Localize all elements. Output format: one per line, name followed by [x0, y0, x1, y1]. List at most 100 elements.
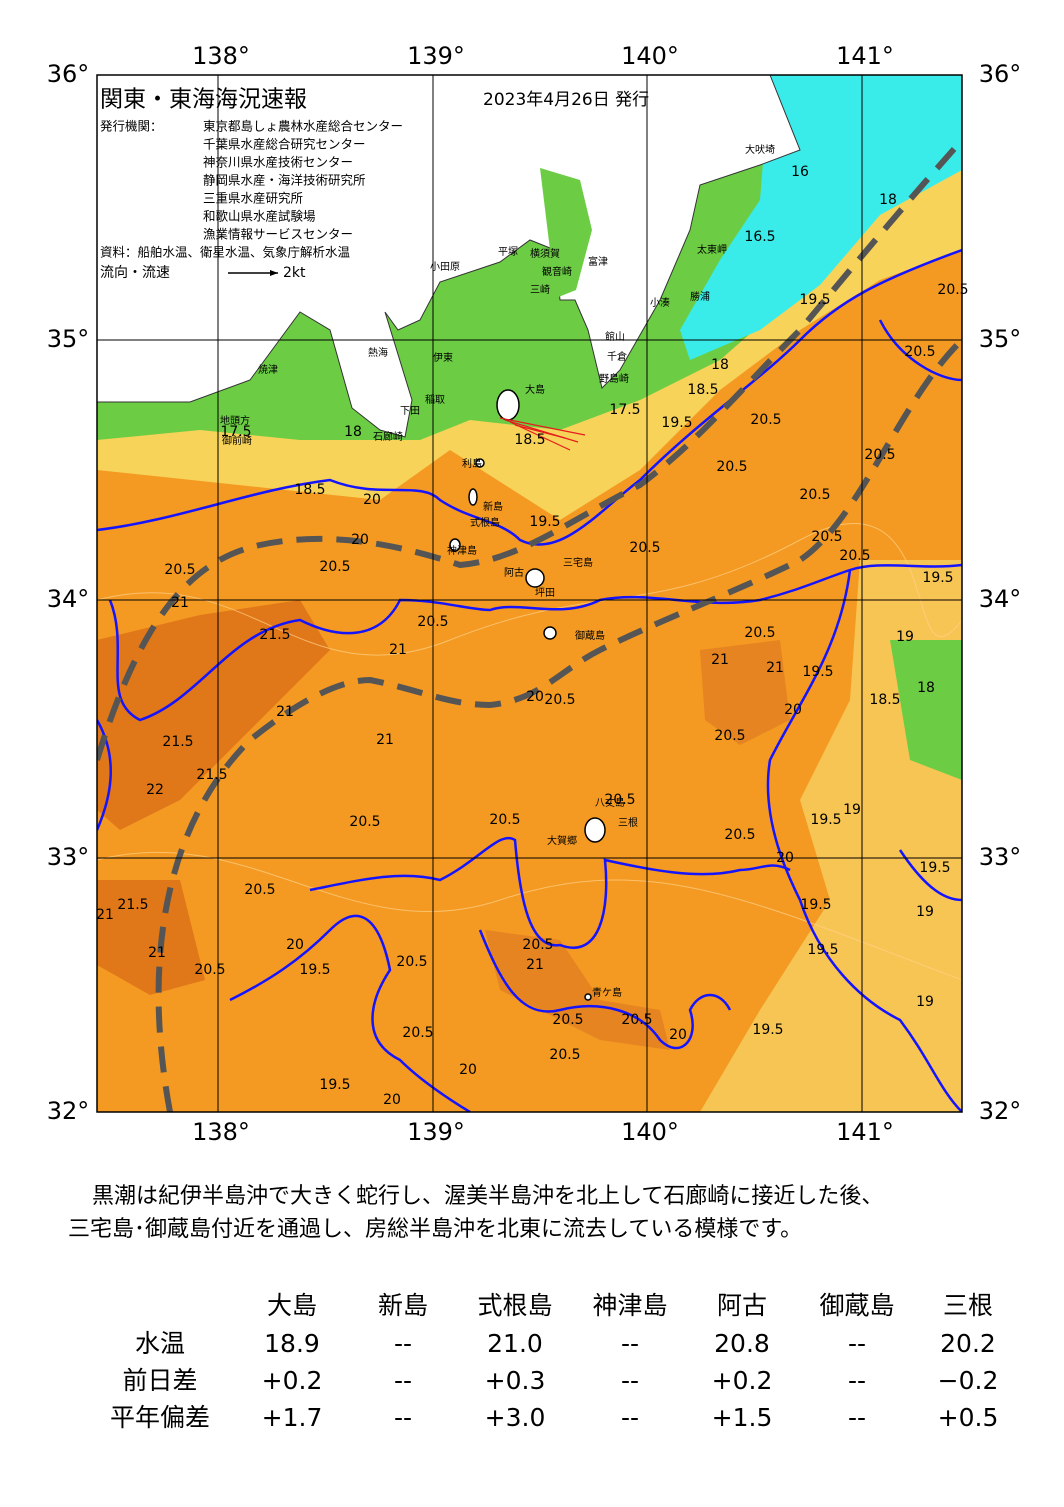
- contour-label: 20.5: [417, 614, 448, 630]
- contour-label: 19.5: [919, 860, 950, 876]
- lon-label: 140°: [621, 1118, 679, 1146]
- contour-label: 21: [389, 642, 407, 658]
- contour-label: 20.5: [549, 1047, 580, 1063]
- place-name: 平塚: [498, 246, 518, 258]
- place-name: 千倉: [607, 350, 627, 363]
- contour-label: 19.5: [922, 570, 953, 586]
- map-labels: 東京都島しょ農林水産総合センター千葉県水産総合研究センター神奈川県水産技術センタ…: [47, 42, 1022, 1146]
- contour-label: 20.5: [522, 937, 553, 953]
- contour-label: 19.5: [752, 1022, 783, 1038]
- contour-label: 19.5: [799, 292, 830, 308]
- publisher: 神奈川県水産技術センター: [203, 155, 353, 170]
- row-label: 水温: [135, 1329, 185, 1358]
- contour-label: 20.5: [396, 954, 427, 970]
- lat-label: 32°: [47, 1097, 90, 1125]
- contour-label: 21: [96, 907, 114, 923]
- cell: +0.2: [262, 1366, 323, 1395]
- contour-label: 17.5: [609, 402, 640, 418]
- place-name: 石廊崎: [373, 430, 403, 443]
- contour-label: 19: [916, 904, 934, 920]
- kuroshio-axis: [97, 138, 962, 1112]
- contour-label: 18.5: [687, 382, 718, 398]
- place-name: 式根島: [470, 516, 500, 529]
- column-header: 式根島: [477, 1291, 552, 1320]
- lon-label: 139°: [407, 1118, 465, 1146]
- column-header: 新島: [378, 1291, 428, 1320]
- place-name: 坪田: [535, 586, 555, 599]
- islands: [449, 389, 606, 1001]
- contour-label: 21: [766, 660, 784, 676]
- contour-label: 20.5: [604, 792, 635, 808]
- place-name: 焼津: [258, 364, 278, 376]
- place-name: 地頭方: [220, 414, 250, 427]
- contour-label: 20.5: [349, 814, 380, 830]
- cell: +0.2: [712, 1366, 773, 1395]
- contour-label: 20.5: [839, 548, 870, 564]
- column-header: 神津島: [592, 1291, 667, 1320]
- publisher: 東京都島しょ農林水産総合センター: [203, 119, 403, 134]
- contour-label: 21.5: [259, 627, 290, 643]
- lat-label: 32°: [979, 1097, 1022, 1125]
- cell: --: [848, 1329, 866, 1358]
- contour-label: 21: [171, 595, 189, 611]
- sea-cold: [890, 640, 962, 780]
- contour-label: 20.5: [714, 728, 745, 744]
- publisher-label: 発行機関：: [100, 119, 163, 134]
- sea-hot: [485, 930, 670, 1050]
- place-name: 小湊: [650, 296, 670, 309]
- contour-label: 18: [344, 424, 362, 440]
- contour-label: 20.5: [621, 1012, 652, 1028]
- contour-label: 19.5: [807, 942, 838, 958]
- contour-label: 19.5: [661, 415, 692, 431]
- contour-label: 20.5: [744, 625, 775, 641]
- land: [97, 75, 801, 438]
- lon-label: 138°: [192, 1118, 250, 1146]
- column-header: 大島: [267, 1291, 317, 1320]
- cell: --: [621, 1366, 639, 1395]
- summary-line: 三宅島･御蔵島付近を通過し、房総半島沖を北東に流去している模様です。: [68, 1217, 802, 1242]
- contour-label: 19: [843, 802, 861, 818]
- place-name: 勝浦: [690, 290, 710, 303]
- flow-scale: 2kt: [283, 265, 306, 281]
- cell: +0.5: [938, 1403, 999, 1432]
- contour-label: 21.5: [117, 897, 148, 913]
- contour-label: 20: [363, 492, 381, 508]
- contour-label: 19.5: [319, 1077, 350, 1093]
- contour-label: 20: [526, 689, 544, 705]
- contour-label: 19.5: [529, 514, 560, 530]
- cell: 21.0: [487, 1329, 543, 1358]
- place-name: 御前崎: [222, 434, 252, 447]
- place-name: 観音崎: [542, 265, 572, 278]
- contour-label: 19.5: [810, 812, 841, 828]
- cell: −0.2: [938, 1366, 999, 1395]
- lat-label: 33°: [47, 843, 90, 871]
- place-name: 青ケ島: [592, 986, 622, 999]
- contour-label: 19: [896, 629, 914, 645]
- cell: +1.7: [262, 1403, 323, 1432]
- sea-hot: [700, 640, 790, 745]
- lat-label: 33°: [979, 843, 1022, 871]
- contour-label: 20.5: [319, 559, 350, 575]
- contour-label: 18: [917, 680, 935, 696]
- contour-label: 18: [879, 192, 897, 208]
- contour-label: 20.5: [244, 882, 275, 898]
- contour-label: 21: [276, 704, 294, 720]
- lon-label: 141°: [836, 42, 894, 70]
- date: 2023年4月26日 発行: [483, 90, 649, 110]
- publisher: 漁業情報サービスセンター: [203, 227, 353, 242]
- contour-label: 18.5: [869, 692, 900, 708]
- place-name: 大賀郷: [547, 834, 577, 847]
- lat-label: 35°: [979, 325, 1022, 353]
- place-name: 小田原: [430, 261, 460, 273]
- contour-label: 20.5: [402, 1025, 433, 1041]
- contour-label: 20.5: [750, 412, 781, 428]
- place-name: 大吠埼: [745, 143, 775, 156]
- lon-label: 140°: [621, 42, 679, 70]
- contour-label: 20.5: [724, 827, 755, 843]
- sea-coldest: [680, 75, 962, 360]
- place-name: 熱海: [368, 346, 388, 359]
- cell: --: [394, 1403, 412, 1432]
- cell: --: [848, 1366, 866, 1395]
- publisher: 和歌山県水産試験場: [203, 209, 316, 224]
